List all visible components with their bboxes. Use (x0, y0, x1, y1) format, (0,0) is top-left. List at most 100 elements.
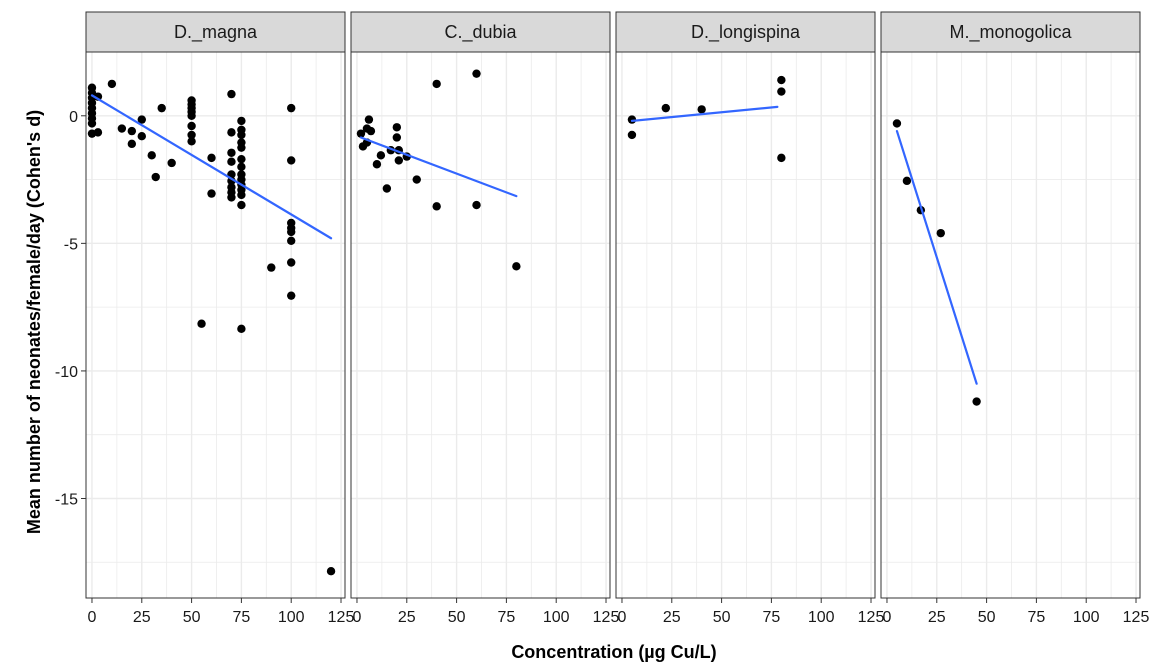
x-tick-label: 100 (808, 609, 835, 626)
data-point (237, 162, 246, 172)
x-tick-label: 75 (1028, 609, 1046, 626)
data-point (777, 153, 786, 163)
data-point (187, 130, 196, 140)
data-point (412, 175, 421, 184)
data-point (207, 153, 216, 163)
panel-background (881, 52, 1140, 598)
data-point (392, 133, 402, 142)
data-point (137, 131, 146, 141)
x-tick-label: 125 (858, 609, 885, 626)
data-point (237, 324, 246, 334)
data-point (472, 69, 481, 78)
data-point (93, 128, 103, 137)
data-point (394, 156, 404, 165)
facet-strip (350, 11, 611, 53)
data-point (372, 160, 382, 169)
data-point (237, 130, 246, 140)
data-point (227, 157, 236, 166)
data-point (227, 193, 236, 202)
data-point (87, 119, 97, 128)
data-point (127, 139, 137, 149)
x-axis-title: Concentration (µg Cu/L) (511, 642, 716, 662)
data-point (151, 172, 160, 182)
data-point (287, 258, 296, 267)
data-point (227, 128, 236, 137)
data-point (207, 189, 216, 198)
data-point (197, 319, 206, 328)
x-tick-label: 25 (663, 609, 681, 626)
data-point (237, 154, 246, 164)
data-point (187, 121, 196, 131)
data-point (777, 75, 786, 85)
x-tick-label: 25 (928, 609, 946, 626)
x-tick-label: 125 (593, 609, 620, 626)
x-tick-label: 25 (398, 609, 416, 626)
data-point (287, 291, 296, 300)
data-point (127, 126, 137, 136)
x-tick-label: 100 (1073, 609, 1100, 626)
x-tick-label: 0 (88, 609, 97, 626)
data-point (237, 190, 246, 200)
x-tick-label: 75 (763, 609, 781, 626)
regression-line (895, 129, 978, 385)
facet-strip (615, 11, 876, 53)
data-point (432, 79, 441, 89)
x-tick-label: 75 (233, 609, 251, 626)
x-tick-label: 75 (498, 609, 516, 626)
data-point (237, 116, 246, 126)
x-tick-label: 50 (713, 609, 731, 626)
facet-strip-label: C._dubia (444, 22, 517, 43)
facet-panel-C._dubia: C._dubia 0 25 50 75 100 125 (350, 11, 620, 626)
data-point (326, 567, 336, 576)
data-point (227, 89, 236, 99)
panel-background (616, 52, 875, 598)
x-tick-label: 100 (543, 609, 570, 626)
data-point (432, 202, 441, 211)
data-point (972, 397, 981, 406)
facet-strip-label: M._monogolica (949, 22, 1072, 43)
facet-strip (85, 11, 346, 53)
y-tick-label: -15 (55, 491, 78, 508)
data-point (287, 103, 296, 113)
data-point (237, 200, 246, 210)
y-tick-label: -10 (55, 364, 78, 381)
regression-line (90, 94, 333, 240)
regression-line (630, 105, 779, 122)
facet-panel-D._magna: D._magna 0 25 50 75 100 125 (85, 11, 355, 626)
panel-background (351, 52, 610, 598)
facet-strip-label: D._longispina (691, 22, 801, 43)
data-point (287, 156, 296, 165)
data-point (267, 263, 276, 272)
x-tick-label: 125 (1123, 609, 1150, 626)
x-tick-label: 125 (328, 609, 355, 626)
data-point (227, 148, 236, 157)
x-tick-label: 50 (183, 609, 201, 626)
data-point (376, 151, 386, 160)
x-tick-label: 50 (978, 609, 996, 626)
data-point (137, 115, 146, 124)
data-point (697, 105, 706, 114)
data-point (512, 262, 521, 271)
x-tick-label: 50 (448, 609, 466, 626)
data-point (187, 111, 196, 120)
data-point (472, 200, 481, 210)
data-point (237, 143, 246, 152)
y-axis-title: Mean number of neonates/female/day (Cohe… (24, 110, 44, 534)
data-point (364, 115, 374, 124)
panel-background (86, 52, 345, 598)
data-point (777, 87, 786, 96)
data-point (117, 124, 127, 133)
data-point (902, 176, 912, 186)
data-point (287, 227, 296, 237)
facet-panel-D._longispina: D._longispina 0 25 50 75 100 125 (615, 11, 885, 626)
facet-panel-M._monogolica: M._monogolica 0 25 50 75 100 125 (880, 11, 1150, 626)
x-tick-label: 100 (278, 609, 305, 626)
data-point (366, 126, 376, 136)
x-tick-label: 0 (618, 609, 627, 626)
x-tick-label: 0 (353, 609, 362, 626)
y-tick-label: -5 (64, 236, 78, 253)
data-point (382, 184, 392, 193)
data-point (147, 151, 156, 160)
